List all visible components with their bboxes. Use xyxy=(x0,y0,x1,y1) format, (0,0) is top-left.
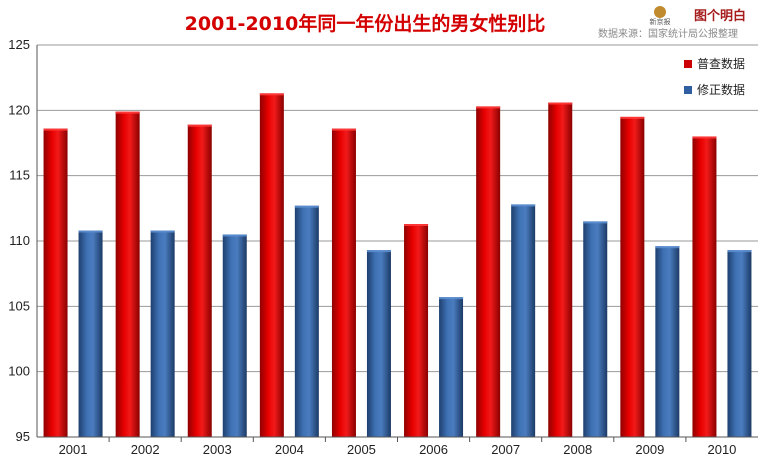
chart-title: 2001-2010年同一年份出生的男女性别比 xyxy=(185,12,546,35)
legend-swatch-revised xyxy=(684,86,692,94)
bar-cap xyxy=(259,93,284,96)
y-tick-label: 125 xyxy=(8,37,30,52)
bar-cap xyxy=(548,102,573,105)
bar-cap xyxy=(150,230,175,233)
bar-cap xyxy=(43,128,68,131)
bar-cap xyxy=(476,106,501,109)
y-tick-label: 120 xyxy=(8,102,30,117)
bar-census-2005 xyxy=(331,128,356,438)
bar-revised-2003 xyxy=(222,234,247,437)
bar-cap xyxy=(366,250,391,253)
bar-revised-2002 xyxy=(150,230,175,437)
bar-census-2008 xyxy=(548,102,573,437)
x-tick-label: 2006 xyxy=(419,442,448,457)
bar-cap xyxy=(655,246,680,249)
bar-cap xyxy=(439,297,464,300)
x-tick-label: 2009 xyxy=(635,442,664,457)
bar-revised-2010 xyxy=(727,250,752,437)
bar-census-2010 xyxy=(692,136,717,437)
logo-text: 图个明白 xyxy=(694,8,746,24)
bar-census-2003 xyxy=(187,124,212,437)
bar-revised-2001 xyxy=(78,230,103,437)
bar-census-2009 xyxy=(620,116,645,437)
x-tick-label: 2003 xyxy=(203,442,232,457)
bar-census-2006 xyxy=(404,224,429,437)
y-tick-label: 105 xyxy=(8,298,30,313)
bar-cap xyxy=(404,224,429,227)
bar-cap xyxy=(583,221,608,224)
x-tick-label: 2002 xyxy=(131,442,160,457)
legend-label-census: 普查数据 xyxy=(697,56,745,71)
x-tick-label: 2008 xyxy=(563,442,592,457)
bar-cap xyxy=(692,136,717,139)
bar-cap xyxy=(78,230,103,233)
bar-revised-2004 xyxy=(294,205,319,437)
bar-cap xyxy=(294,205,319,208)
y-tick-label: 115 xyxy=(9,168,30,183)
bar-cap xyxy=(115,111,140,114)
y-tick-label: 110 xyxy=(9,233,30,248)
bar-census-2004 xyxy=(259,93,284,437)
bar-cap xyxy=(222,234,247,237)
y-axis-ticks: 95 100 105 110 115 120 125 xyxy=(8,37,30,444)
bar-revised-2008 xyxy=(583,221,608,437)
bar-revised-2009 xyxy=(655,246,680,437)
x-tick-label: 2010 xyxy=(707,442,736,457)
x-tick-label: 2007 xyxy=(491,442,520,457)
x-axis-ticks: 2001 2002 2003 2004 2005 2006 2007 2008 2009 2010 xyxy=(59,437,736,457)
bar-revised-2005 xyxy=(366,250,391,437)
bar-census-2001 xyxy=(43,128,68,438)
legend-swatch-census xyxy=(684,60,692,68)
bar-census-2007 xyxy=(476,106,501,437)
bar-cap xyxy=(511,204,536,207)
y-tick-label: 100 xyxy=(8,364,30,379)
bar-revised-2006 xyxy=(439,297,464,437)
bar-cap xyxy=(187,124,212,127)
branding: 新京报 图个明白 数据来源：国家统计局公报整理 xyxy=(598,6,746,40)
bar-revised-2007 xyxy=(511,204,536,437)
bars xyxy=(43,93,752,438)
source-text: 数据来源：国家统计局公报整理 xyxy=(598,27,738,40)
x-tick-label: 2005 xyxy=(347,442,376,457)
bar-census-2002 xyxy=(115,111,140,437)
y-tick-label: 95 xyxy=(16,429,30,444)
bar-cap xyxy=(620,116,645,119)
x-tick-label: 2004 xyxy=(275,442,304,457)
x-tick-label: 2001 xyxy=(59,442,88,457)
logo-sub: 新京报 xyxy=(650,17,671,26)
seal-icon xyxy=(654,6,666,18)
axes xyxy=(36,45,758,438)
bar-cap xyxy=(331,128,356,131)
gridlines xyxy=(37,44,758,438)
legend-label-revised: 修正数据 xyxy=(697,82,745,97)
bar-cap xyxy=(727,250,752,253)
